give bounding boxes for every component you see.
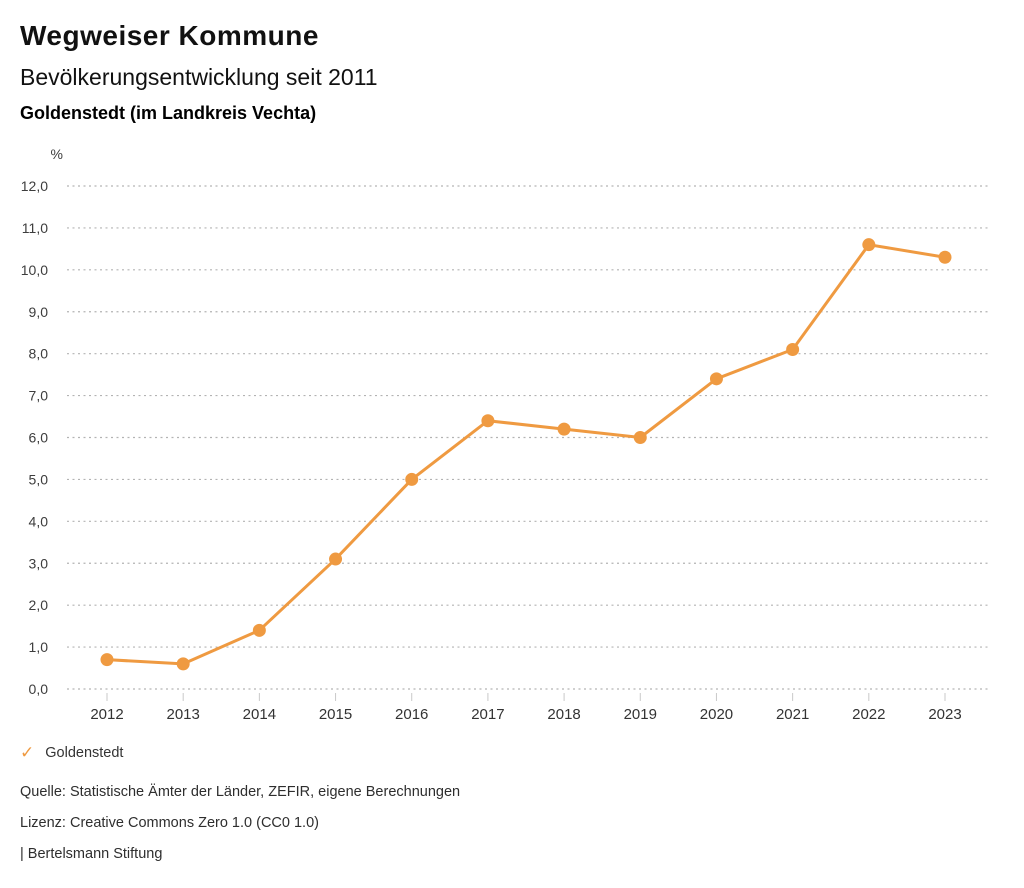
y-axis-tick-label: 1,0 (29, 639, 49, 655)
x-axis-label-2016: 2016 (395, 706, 428, 723)
series-line-goldenstedt (105, 243, 947, 666)
x-axis-label-2012: 2012 (90, 706, 123, 723)
y-axis-tick-label: 6,0 (29, 430, 49, 446)
data-point-2021[interactable] (786, 342, 800, 356)
data-point-2020[interactable] (709, 372, 723, 386)
y-axis-tick-label: 5,0 (29, 471, 49, 487)
data-point-2014[interactable] (252, 623, 266, 637)
check-icon: ✓ (20, 743, 35, 762)
y-axis-tick-label: 2,0 (29, 597, 49, 613)
y-axis-tick-label: 0,0 (29, 681, 49, 697)
x-axis-label-2019: 2019 (624, 706, 657, 723)
legend-item-goldenstedt[interactable]: ✓ Goldenstedt (20, 744, 123, 761)
y-axis-tick-label: 11,0 (22, 220, 48, 236)
chart-title: Bevölkerungsentwicklung seit 2011 (20, 64, 378, 90)
x-axis-label-2022: 2022 (852, 706, 885, 723)
chart-area: % 0,0 1,0 2,0 3,0 4,0 5,0 6,0 7,0 8,0 9,0 10,0 11,0 1… (0, 140, 1024, 735)
x-axis-label-2015: 2015 (319, 706, 352, 723)
legend-label: Goldenstedt (45, 744, 124, 761)
attribution-text: | Bertelsmann Stiftung (20, 846, 163, 862)
source-text: Quelle: Statistische Ämter der Länder, Z… (20, 784, 461, 800)
x-axis-label-2013: 2013 (166, 706, 199, 723)
x-axis-label-2017: 2017 (471, 706, 504, 723)
y-axis-tick-label: 3,0 (29, 555, 49, 571)
data-point-2012[interactable] (100, 653, 114, 667)
x-axis-label-2020: 2020 (700, 706, 733, 723)
data-point-2015[interactable] (329, 552, 343, 566)
x-axis-label-2021: 2021 (776, 706, 809, 723)
data-point-2022[interactable] (862, 238, 876, 252)
page-title: Wegweiser Kommune (20, 20, 319, 51)
x-axis-label-2023: 2023 (928, 706, 961, 723)
y-axis-tick-label: 8,0 (29, 346, 49, 362)
population-line-chart: % 0,0 1,0 2,0 3,0 4,0 5,0 6,0 7,0 8,0 9,0 10,0 11,0 1… (21, 146, 990, 723)
x-axis-label-2018: 2018 (547, 706, 580, 723)
data-point-2017[interactable] (481, 414, 495, 428)
data-point-2016[interactable] (405, 472, 419, 486)
y-axis-tick-label: 12,0 (21, 178, 48, 194)
chart-region-subtitle: Goldenstedt (im Landkreis Vechta) (20, 103, 317, 123)
y-axis-tick-label: 9,0 (29, 304, 49, 320)
y-axis-tick-label: 10,0 (21, 262, 48, 278)
x-axis-label-2014: 2014 (243, 706, 276, 723)
y-axis-unit-label: % (51, 146, 63, 162)
data-point-2013[interactable] (176, 657, 190, 671)
data-point-2019[interactable] (633, 431, 647, 444)
data-point-2023[interactable] (938, 250, 952, 264)
y-axis-tick-label: 7,0 (29, 388, 49, 404)
data-point-2018[interactable] (557, 422, 571, 436)
license-text: Lizenz: Creative Commons Zero 1.0 (CC0 1… (20, 815, 319, 831)
y-axis-tick-label: 4,0 (29, 513, 49, 529)
